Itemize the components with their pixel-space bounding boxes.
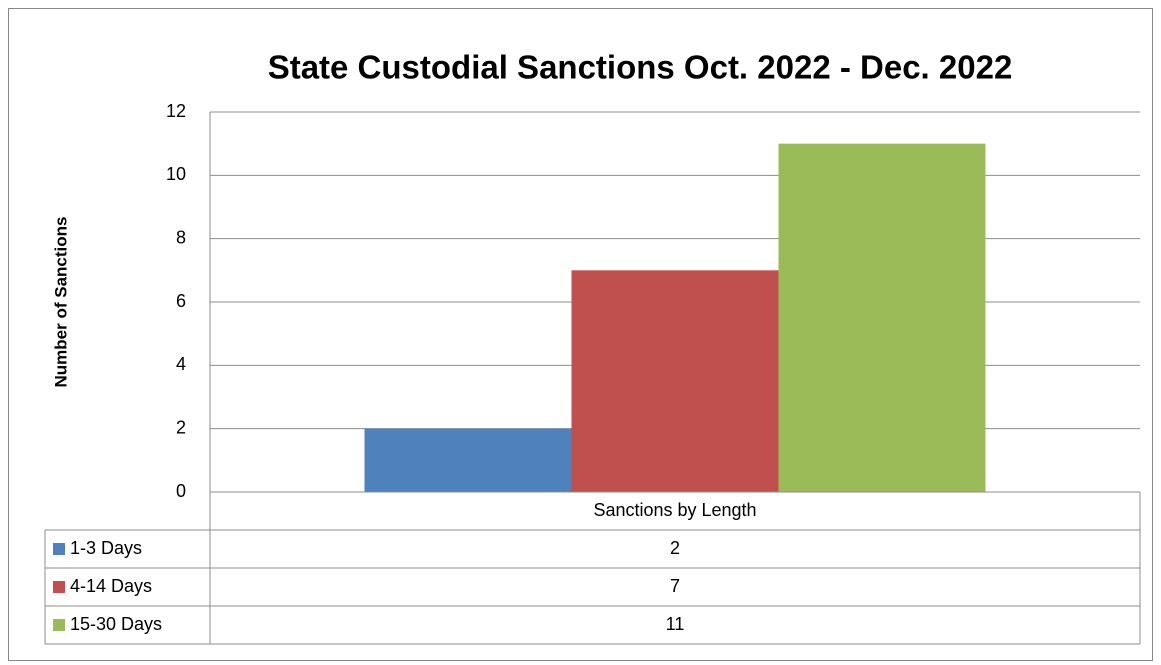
legend-swatch <box>53 543 65 555</box>
y-tick-label: 4 <box>176 354 186 374</box>
legend-swatch <box>53 619 65 631</box>
table-value: 2 <box>670 538 680 558</box>
bar <box>571 270 779 492</box>
legend-label: 4-14 Days <box>70 576 152 596</box>
bar <box>364 428 572 492</box>
legend-label: 1-3 Days <box>70 538 142 558</box>
bar <box>778 143 986 492</box>
table-value: 7 <box>670 576 680 596</box>
legend-label: 15-30 Days <box>70 614 162 634</box>
y-tick-label: 12 <box>166 101 186 121</box>
legend-swatch <box>53 581 65 593</box>
y-tick-label: 0 <box>176 481 186 501</box>
y-tick-label: 2 <box>176 417 186 437</box>
y-tick-label: 10 <box>166 164 186 184</box>
x-tick-label: Sanctions by Length <box>593 500 756 520</box>
y-tick-label: 6 <box>176 291 186 311</box>
chart-title: State Custodial Sanctions Oct. 2022 - De… <box>268 49 1013 86</box>
y-tick-label: 8 <box>176 227 186 247</box>
table-value: 11 <box>666 614 685 634</box>
y-axis-title: Number of Sanctions <box>51 217 70 388</box>
